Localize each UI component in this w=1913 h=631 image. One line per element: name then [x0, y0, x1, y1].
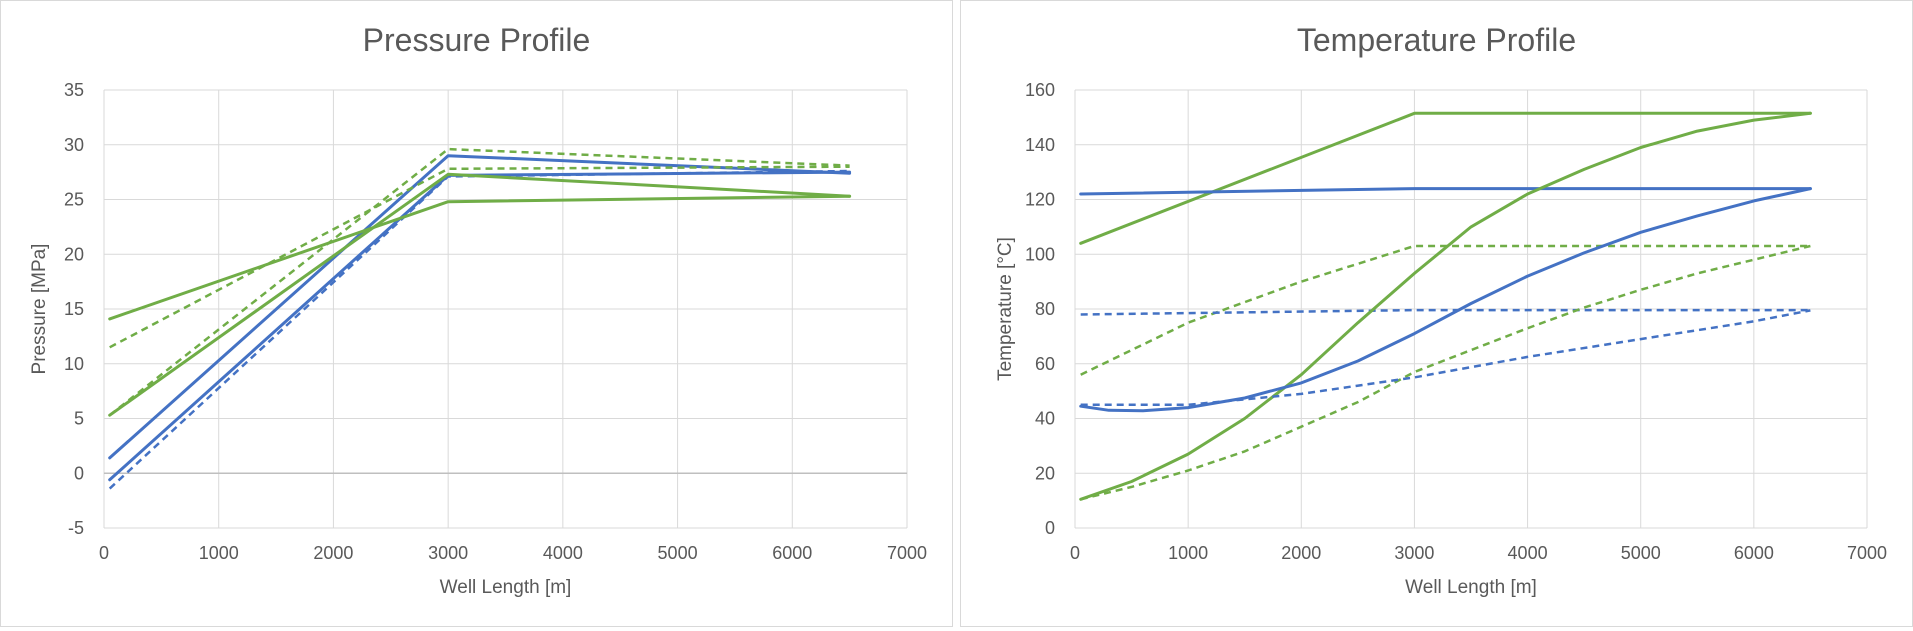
y-tick-label: 120	[1025, 190, 1055, 210]
chart-title: Pressure Profile	[363, 22, 591, 58]
x-tick-label: 0	[99, 543, 109, 563]
x-tick-label: 5000	[658, 543, 698, 563]
y-tick-label: -5	[68, 518, 84, 538]
y-tick-label: 20	[64, 244, 84, 264]
y-tick-label: 5	[74, 409, 84, 429]
series-line-6	[1079, 187, 1812, 413]
series-line-4	[1080, 308, 1811, 316]
x-axis-label: Well Length [m]	[440, 577, 572, 598]
series-line-5	[1079, 111, 1812, 501]
y-tick-label: 30	[64, 135, 84, 155]
y-axis-label: Temperature [°C]	[995, 237, 1016, 381]
x-tick-label: 6000	[1734, 543, 1774, 563]
y-tick-label: 80	[1035, 299, 1055, 319]
x-tick-label: 2000	[1281, 543, 1321, 563]
x-tick-label: 7000	[887, 543, 927, 563]
y-tick-label: 0	[74, 463, 84, 483]
series-line-2	[1079, 187, 1812, 196]
pressure-chart-panel: Pressure Profile 0 1000 2000 3000 4000 5000 600…	[0, 0, 953, 627]
y-tick-label: 100	[1025, 244, 1055, 264]
chart-title: Temperature Profile	[1297, 22, 1576, 58]
x-tick-label: 5000	[1621, 543, 1661, 563]
y-tick-label: 60	[1035, 354, 1055, 374]
y-tick-label: 25	[64, 190, 84, 210]
series-line-2	[108, 170, 852, 482]
x-axis-label: Well Length [m]	[1405, 577, 1537, 598]
x-tick-label: 0	[1070, 543, 1080, 563]
y-tick-label: 140	[1025, 135, 1055, 155]
series-line-8	[1080, 309, 1811, 407]
y-tick-label: 15	[64, 299, 84, 319]
y-axis-label: Pressure [MPa]	[29, 244, 50, 375]
x-tick-label: 2000	[313, 543, 353, 563]
x-tick-label: 3000	[428, 543, 468, 563]
y-tick-label: 35	[64, 80, 84, 100]
x-tick-label: 1000	[199, 543, 239, 563]
y-tick-label: 20	[1035, 463, 1055, 483]
x-tick-label: 1000	[1168, 543, 1208, 563]
series-line-7	[1080, 244, 1811, 501]
pressure-chart: Pressure Profile 0 1000 2000 3000 4000 5000 600…	[29, 22, 927, 598]
series-line-1	[1079, 111, 1812, 245]
y-tick-label: 40	[1035, 409, 1055, 429]
series-line-5	[108, 172, 852, 417]
x-tick-label: 7000	[1847, 543, 1887, 563]
series-line-3	[108, 169, 850, 490]
x-tick-label: 4000	[543, 543, 583, 563]
x-tick-label: 3000	[1394, 543, 1434, 563]
series-line-7	[108, 147, 850, 417]
temperature-chart-panel: Temperature Profile 0 1000 2000 3000 4000 5000…	[960, 0, 1913, 627]
y-tick-label: 160	[1025, 80, 1055, 100]
x-tick-label: 4000	[1508, 543, 1548, 563]
x-tick-label: 6000	[772, 543, 812, 563]
y-tick-label: 0	[1045, 518, 1055, 538]
series-line-4	[108, 194, 852, 321]
series-line-6	[109, 165, 850, 349]
y-tick-label: 10	[64, 354, 84, 374]
